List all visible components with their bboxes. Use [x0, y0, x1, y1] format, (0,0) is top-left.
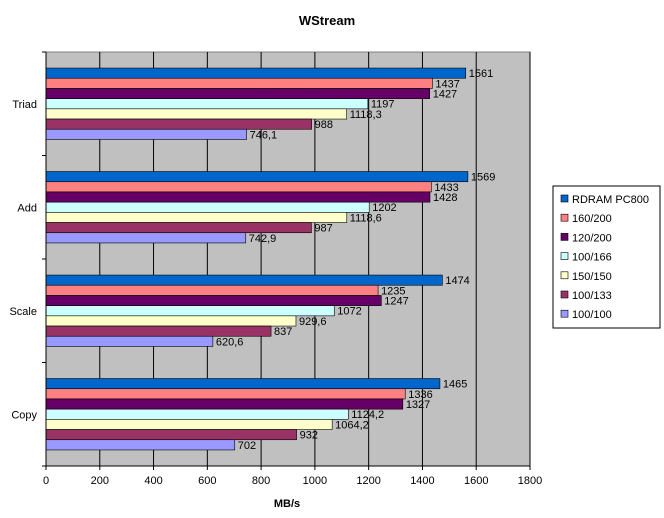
x-tick-label: 600	[198, 475, 216, 487]
x-tick-label: 800	[252, 475, 270, 487]
bar	[45, 128, 247, 140]
bar	[45, 232, 247, 244]
data-label: 1474	[445, 275, 469, 287]
bar	[45, 67, 467, 79]
legend-entry: 100/133	[572, 290, 612, 302]
data-label: 929,6	[299, 316, 327, 328]
data-label: 932	[300, 430, 318, 442]
legend-box	[552, 185, 661, 329]
data-label: 746,1	[250, 129, 278, 141]
data-labels: 15611437142711971118,3988746,11569143314…	[216, 68, 495, 452]
bar	[45, 388, 406, 400]
category-label: Add	[17, 202, 37, 214]
data-label: 1118,6	[350, 212, 382, 224]
bar	[45, 171, 469, 183]
data-label: 1072	[337, 306, 361, 318]
category-label: Scale	[9, 306, 37, 318]
legend-swatch	[560, 252, 569, 260]
x-tick-label: 1800	[518, 475, 542, 487]
x-tick-label: 1000	[303, 475, 327, 487]
legend-entry: RDRAM PC800	[572, 194, 649, 206]
x-tick-label: 0	[43, 475, 49, 487]
legend-swatch	[560, 213, 569, 222]
bar	[45, 108, 347, 120]
bar	[45, 295, 382, 306]
bar	[45, 118, 312, 130]
bar	[45, 88, 431, 99]
x-tick-label: 1200	[356, 475, 380, 487]
bar	[45, 98, 369, 110]
data-label: 1561	[469, 68, 493, 80]
data-label: 620,6	[216, 336, 244, 348]
bar	[45, 335, 214, 347]
data-label: 1118,3	[350, 109, 382, 121]
legend-swatch	[560, 194, 569, 203]
bar	[45, 408, 349, 420]
bar	[45, 325, 272, 337]
data-label: 742,9	[249, 233, 277, 245]
bar	[45, 212, 348, 223]
bar	[45, 315, 297, 327]
data-label: 1437	[435, 78, 459, 90]
data-label: 1124,2	[351, 409, 384, 421]
data-label: 1428	[433, 192, 457, 204]
legend-entry: 100/100	[572, 309, 612, 321]
data-label: 1197	[371, 99, 395, 111]
data-label: 1202	[372, 202, 396, 214]
data-label: 1465	[443, 379, 467, 391]
chart-title: WStream	[299, 13, 355, 28]
axes: 0 200 400 600 800 1000 1200 1400 1600 1800 Triad Ad…	[9, 51, 542, 487]
data-label: 837	[274, 326, 292, 338]
x-tick-label: 400	[144, 475, 162, 487]
bar	[45, 77, 433, 89]
data-label: 1336	[408, 389, 432, 401]
x-tick-label: 1600	[464, 475, 488, 487]
legend-swatch	[560, 309, 569, 318]
legend-swatch	[560, 271, 569, 280]
bar	[45, 284, 379, 296]
bar	[45, 181, 432, 193]
bar	[45, 222, 312, 234]
legend-swatch	[560, 233, 569, 241]
data-label: 1569	[471, 172, 495, 184]
data-label: 1064,2	[335, 419, 369, 431]
bar	[45, 191, 431, 203]
legend-entry: 120/200	[572, 232, 612, 244]
data-label: 1427	[433, 88, 457, 100]
legend-entry: 160/200	[572, 213, 612, 225]
x-axis-label: MB/s	[274, 498, 300, 510]
data-label: 1235	[381, 285, 405, 297]
category-label: Copy	[11, 409, 37, 421]
data-label: 1247	[384, 295, 408, 307]
data-label: 1433	[434, 182, 458, 194]
x-tick-label: 1400	[410, 475, 434, 487]
x-tick-label: 200	[91, 475, 109, 487]
bars	[45, 67, 469, 451]
bar	[45, 201, 370, 213]
bar	[45, 274, 443, 286]
category-label: Triad	[12, 99, 37, 111]
bar	[45, 305, 335, 317]
legend-entry: 100/166	[572, 252, 612, 264]
data-label: 987	[314, 223, 332, 235]
data-label: 1327	[406, 399, 430, 411]
bar	[45, 439, 236, 451]
legend: RDRAM PC800 160/200 120/200 100/166 150/150 1…	[552, 185, 661, 329]
data-label: 702	[238, 440, 256, 452]
bar	[45, 419, 333, 430]
data-label: 988	[315, 119, 333, 131]
legend-swatch	[560, 290, 569, 299]
bar	[45, 398, 404, 410]
bar	[45, 378, 441, 390]
legend-entry: 150/150	[572, 271, 612, 283]
bar	[45, 429, 297, 441]
